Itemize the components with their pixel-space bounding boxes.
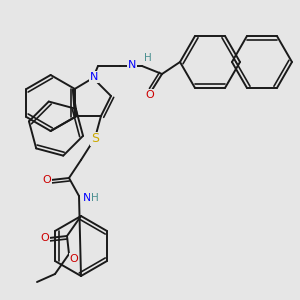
Text: N: N bbox=[128, 60, 136, 70]
Text: O: O bbox=[43, 175, 51, 185]
Text: N: N bbox=[83, 193, 92, 203]
Text: O: O bbox=[40, 233, 50, 243]
Text: O: O bbox=[146, 90, 154, 100]
Text: H: H bbox=[144, 53, 152, 63]
Text: S: S bbox=[91, 133, 99, 146]
Text: N: N bbox=[90, 72, 98, 82]
Text: O: O bbox=[70, 254, 78, 264]
Text: H: H bbox=[91, 193, 99, 203]
